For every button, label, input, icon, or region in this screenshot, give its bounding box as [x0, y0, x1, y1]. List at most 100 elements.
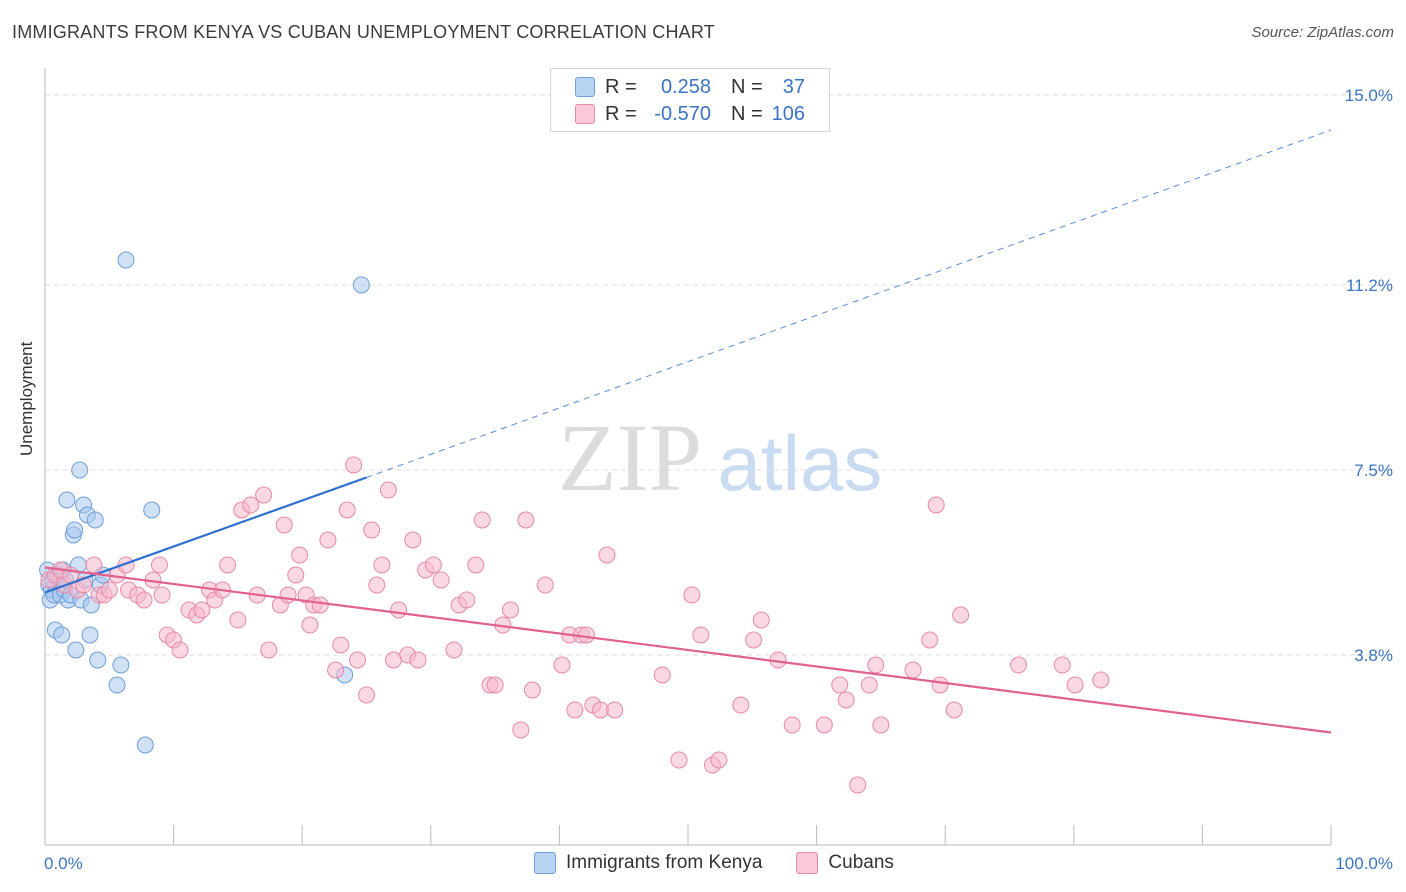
kenya-point	[86, 511, 104, 529]
tick-labels: 15.0% 11.2% 7.5% 3.8% 0.0% 100.0%	[44, 86, 1393, 873]
cuban-point	[683, 586, 701, 604]
kenya-trendline	[44, 476, 367, 594]
watermark-zip: ZIP	[558, 404, 702, 511]
chart-title: IMMIGRANTS FROM KENYA VS CUBAN UNEMPLOYM…	[12, 22, 715, 42]
cuban-point	[327, 661, 345, 679]
kenya-point	[58, 491, 76, 509]
cuban-point	[358, 686, 375, 704]
cuban-point	[311, 596, 329, 614]
cuban-point	[710, 751, 728, 769]
cuban-point	[598, 546, 616, 564]
cuban-point	[338, 501, 356, 519]
cuban-trendline	[44, 566, 1332, 734]
cuban-point	[732, 696, 750, 714]
kenya-point	[143, 501, 161, 519]
cuban-point	[279, 586, 297, 604]
cuban-point	[135, 591, 153, 609]
cuban-point	[536, 576, 554, 594]
cuban-point	[301, 616, 319, 634]
series-swatch-kenya	[534, 852, 556, 874]
cuban-point	[670, 751, 688, 769]
cuban-point	[860, 676, 878, 694]
cuban-point	[872, 716, 890, 734]
cuban-point	[291, 546, 309, 564]
legend-r-value: 0.258	[660, 75, 711, 98]
y-axis-label: Unemployment	[17, 341, 36, 456]
kenya-point	[66, 521, 84, 539]
cuban-point	[867, 656, 885, 674]
cuban-point	[592, 701, 610, 719]
watermark-atlas: atlas	[718, 419, 883, 507]
cuban-point	[242, 496, 260, 514]
y-tick-label: 3.8%	[1354, 646, 1393, 665]
series-swatch-cubans	[796, 852, 819, 874]
kenya-point	[67, 641, 85, 659]
cuban-point	[287, 566, 305, 584]
series-label-kenya: Immigrants from Kenya	[566, 852, 763, 873]
cuban-point	[523, 681, 541, 699]
cuban-point	[931, 676, 949, 694]
cuban-point	[692, 626, 710, 644]
cuban-point	[319, 531, 337, 549]
cuban-point	[379, 481, 397, 499]
legend-swatch-cubans	[575, 104, 595, 124]
kenya-point	[108, 676, 126, 694]
cuban-point	[348, 651, 366, 669]
kenya-point	[71, 461, 89, 479]
cuban-point	[473, 511, 491, 529]
y-tick-label: 7.5%	[1354, 461, 1393, 480]
series-legend-kenya: Immigrants from Kenya	[534, 852, 762, 874]
cuban-point	[502, 601, 520, 619]
axes	[44, 68, 1332, 846]
kenya-point	[112, 656, 130, 674]
cuban-point	[517, 511, 535, 529]
cuban-point	[849, 776, 867, 794]
cuban-point	[345, 456, 363, 474]
cuban-point	[255, 486, 273, 504]
kenya-trendline-extension	[366, 129, 1332, 478]
cuban-point	[171, 641, 189, 659]
legend-r-label: R =	[605, 102, 637, 125]
cuban-point	[837, 691, 855, 709]
series-label-cubans: Cubans	[828, 852, 894, 873]
legend-row-cubans: R = -0.570 N = 106	[575, 101, 805, 127]
y-tick-label: 15.0%	[1345, 86, 1393, 105]
legend-n-value: 106	[771, 102, 805, 125]
cuban-point	[577, 626, 595, 644]
cuban-point	[815, 716, 833, 734]
cuban-point	[653, 666, 671, 684]
cuban-point	[553, 656, 571, 674]
cuban-point	[1053, 656, 1071, 674]
cuban-point	[229, 611, 247, 629]
cuban-point	[752, 611, 770, 629]
series-legend-cubans: Cubans	[796, 852, 894, 874]
cuban-point	[945, 701, 963, 719]
cuban-point	[85, 556, 103, 574]
y-tick-label: 11.2%	[1346, 276, 1393, 295]
cuban-point	[783, 716, 801, 734]
cuban-point	[745, 631, 763, 649]
cuban-point	[409, 651, 427, 669]
kenya-point	[53, 626, 71, 644]
cuban-point	[467, 556, 485, 574]
cuban-point	[100, 581, 118, 599]
cuban-point	[458, 591, 476, 609]
cuban-point	[1066, 676, 1084, 694]
kenya-point	[81, 626, 99, 644]
cuban-point	[904, 661, 922, 679]
kenya-point	[352, 276, 370, 294]
cuban-point	[952, 606, 970, 624]
cuban-point	[150, 556, 168, 574]
cuban-point	[566, 701, 584, 719]
cuban-point	[1092, 671, 1110, 689]
cuban-point	[512, 721, 530, 739]
legend-row-kenya: R = 0.258 N = 37	[575, 74, 805, 100]
correlation-legend: R = 0.258 N = 37 R = -0.570 N = 106	[550, 68, 830, 132]
cuban-point	[831, 676, 849, 694]
cuban-point	[332, 636, 350, 654]
cuban-point	[445, 641, 463, 659]
kenya-points	[39, 251, 370, 754]
cuban-point	[424, 556, 442, 574]
cuban-point	[219, 556, 237, 574]
cuban-point	[260, 641, 278, 659]
